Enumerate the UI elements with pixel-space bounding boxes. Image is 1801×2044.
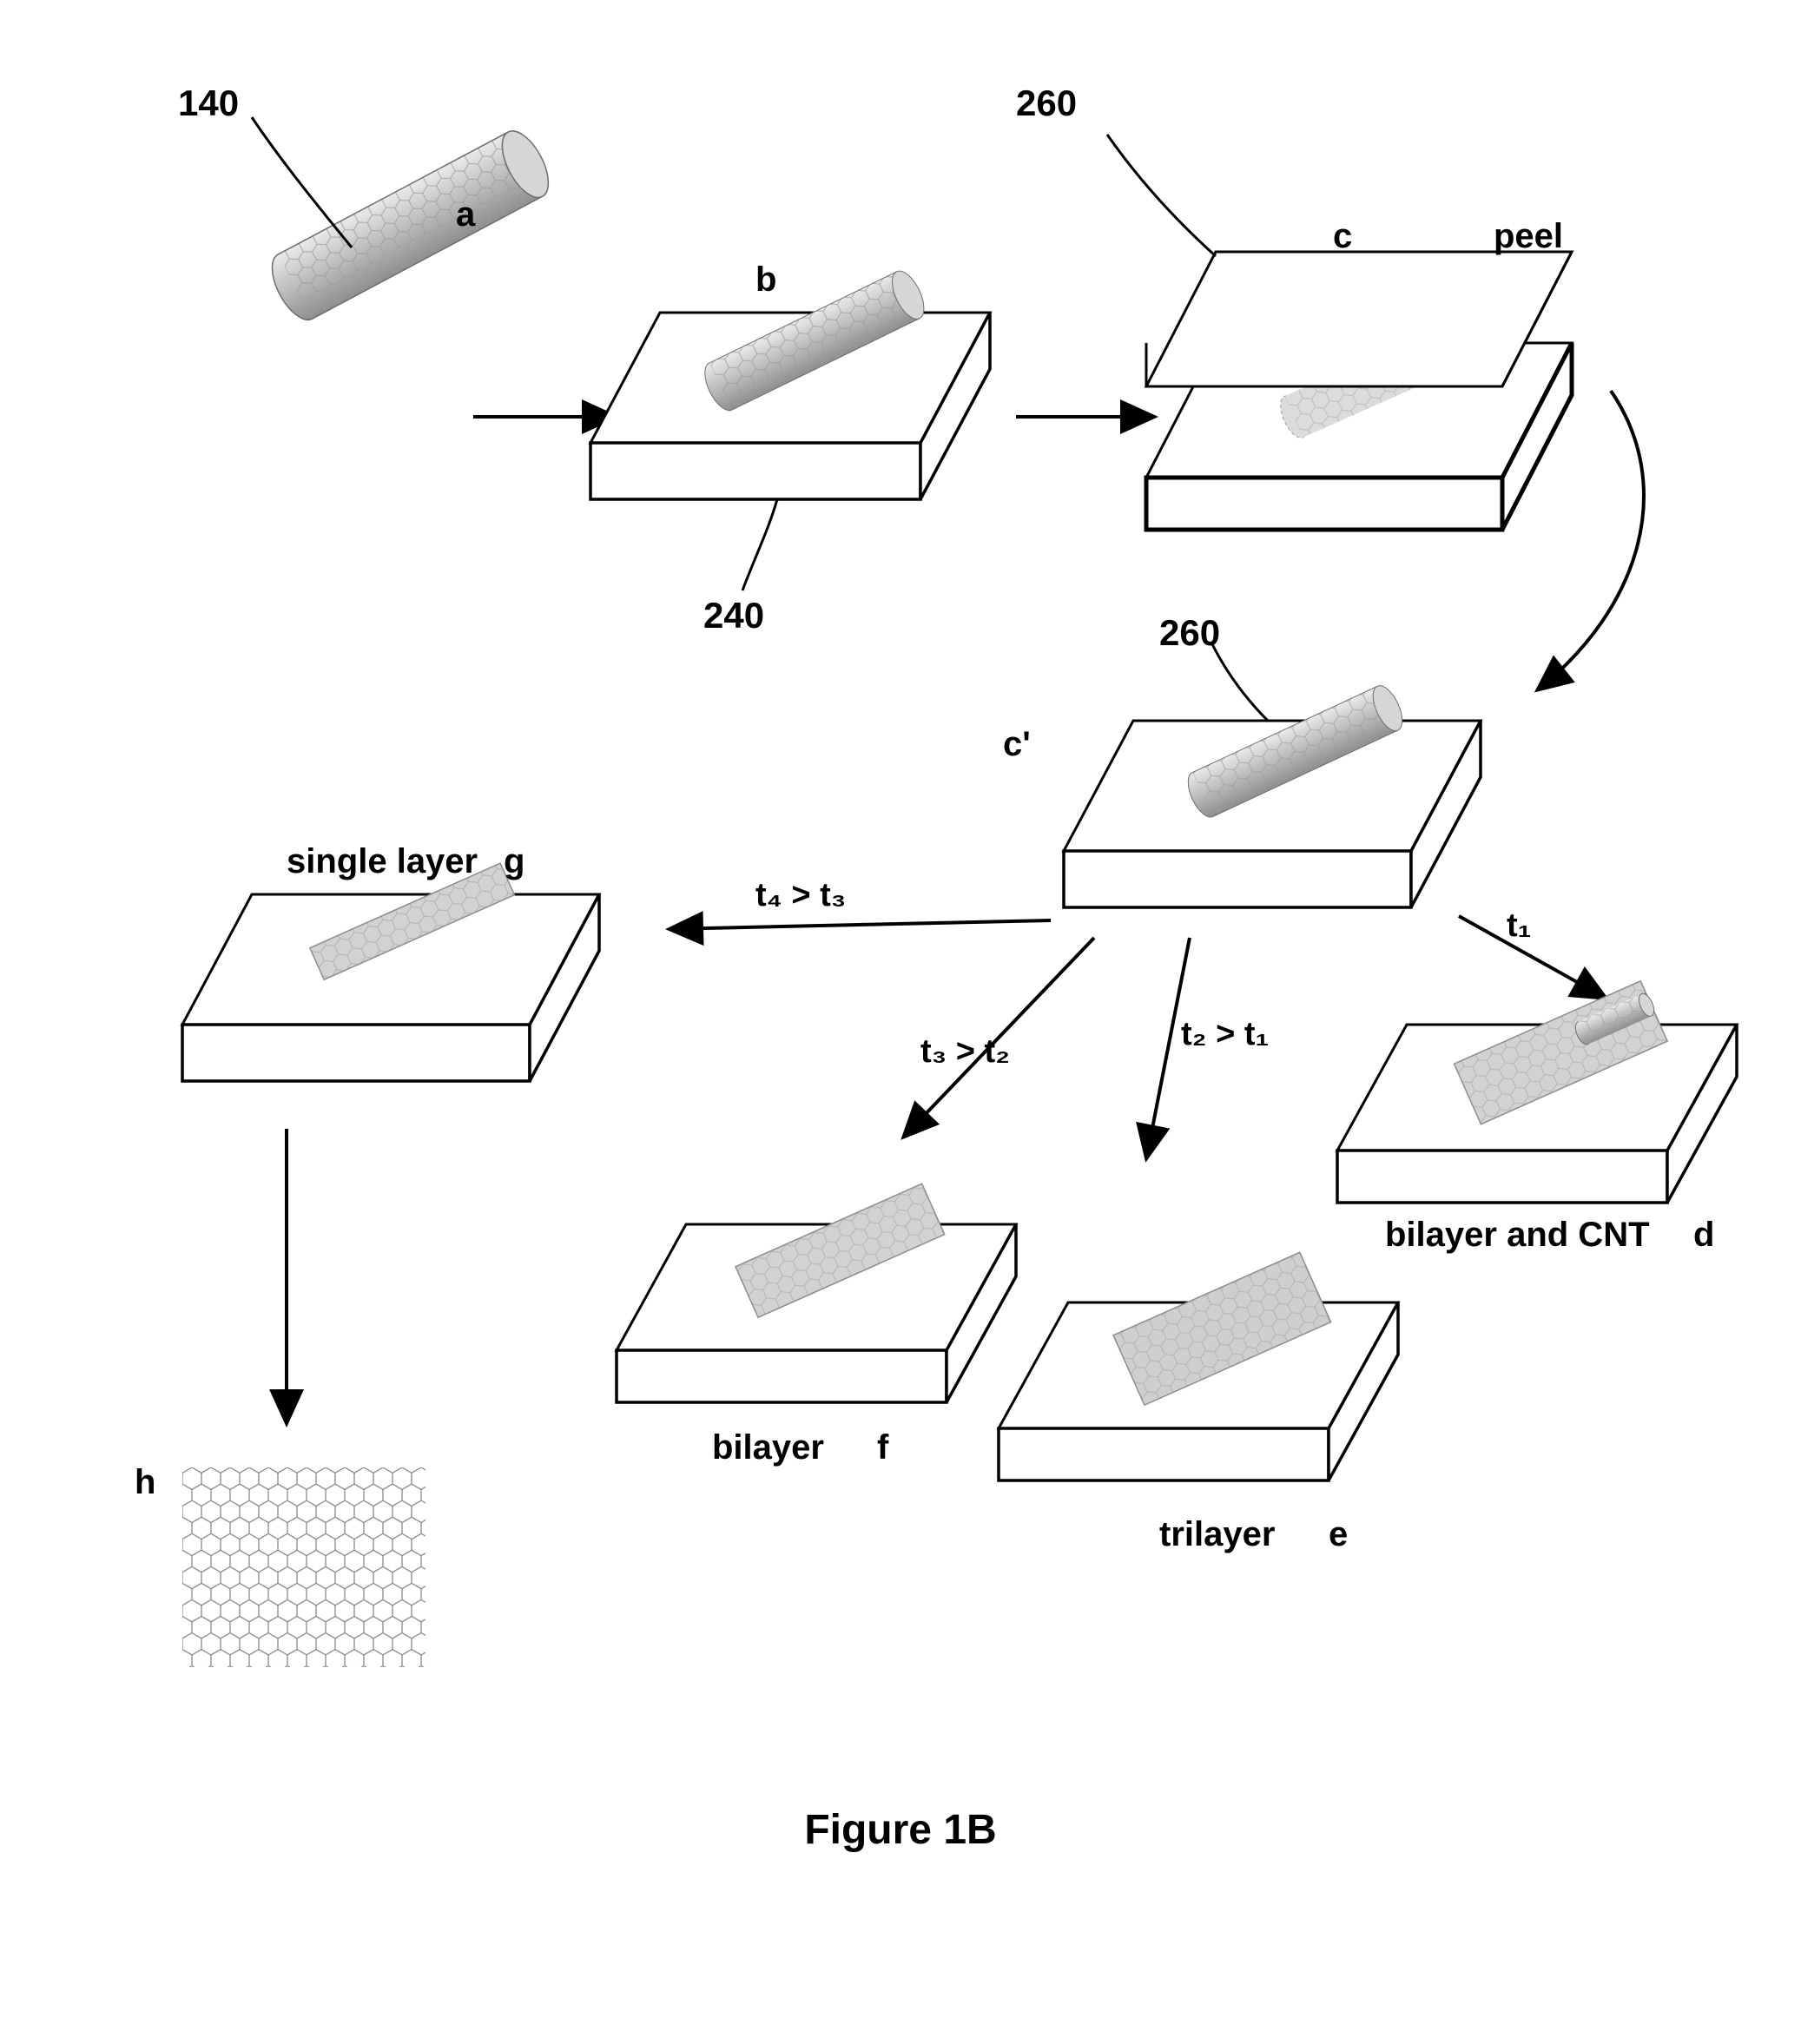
step-c-stack bbox=[1146, 252, 1572, 530]
step-a-nanotube bbox=[263, 124, 558, 327]
branch-t2: t₂ > t₁ bbox=[1181, 1016, 1269, 1053]
step-letter-cprime: c' bbox=[1003, 725, 1031, 764]
step-letter-d: d bbox=[1693, 1216, 1714, 1255]
step-cprime-slab bbox=[1064, 682, 1481, 907]
leader-260-cprime bbox=[1211, 643, 1268, 721]
callout-260-c: 260 bbox=[1016, 82, 1077, 124]
callout-140: 140 bbox=[178, 82, 239, 124]
label-single-layer: single layer bbox=[287, 842, 478, 881]
label-trilayer: trilayer bbox=[1159, 1515, 1275, 1554]
branch-t1: t₁ bbox=[1507, 907, 1531, 945]
step-letter-b: b bbox=[755, 260, 776, 300]
arrow-t1 bbox=[1459, 916, 1606, 999]
step-f-slab bbox=[617, 1184, 1016, 1402]
leader-260-c bbox=[1107, 135, 1216, 256]
step-letter-e: e bbox=[1329, 1515, 1348, 1554]
step-letter-c: c bbox=[1333, 217, 1352, 256]
step-g-slab bbox=[182, 863, 599, 1081]
label-bilayer: bilayer bbox=[712, 1428, 824, 1467]
step-letter-g: g bbox=[504, 842, 524, 881]
step-h-graphene bbox=[182, 1467, 426, 1667]
leader-240 bbox=[742, 499, 777, 590]
step-e-slab bbox=[999, 1252, 1398, 1480]
label-peel: peel bbox=[1494, 217, 1563, 256]
figure-canvas bbox=[0, 0, 1801, 2044]
arrow-t4 bbox=[669, 920, 1051, 929]
step-letter-f: f bbox=[877, 1428, 888, 1467]
step-d-slab bbox=[1337, 980, 1737, 1203]
leader-140 bbox=[252, 117, 352, 247]
label-bilayer-cnt: bilayer and CNT bbox=[1385, 1216, 1650, 1255]
figure-caption: Figure 1B bbox=[0, 1806, 1801, 1854]
step-letter-h: h bbox=[135, 1463, 155, 1502]
branch-t4: t₄ > t₃ bbox=[755, 877, 846, 914]
step-letter-a: a bbox=[456, 195, 475, 234]
callout-260-cprime: 260 bbox=[1159, 612, 1220, 654]
callout-240: 240 bbox=[703, 595, 764, 636]
branch-t3: t₃ > t₂ bbox=[920, 1033, 1010, 1071]
step-b-slab bbox=[590, 267, 990, 499]
